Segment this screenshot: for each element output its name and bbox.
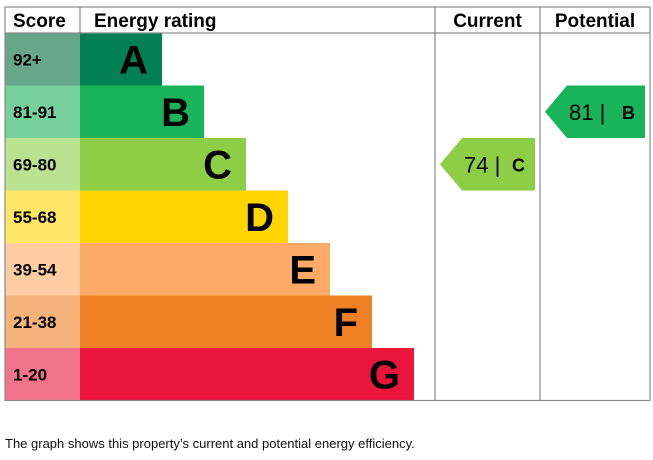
current-letter: C: [512, 155, 525, 175]
header-potential: Potential: [555, 11, 635, 32]
rating-letter-d: D: [245, 196, 274, 240]
table-border: [4, 6, 651, 402]
score-cell-g: [5, 348, 80, 401]
header-score: Score: [13, 11, 66, 32]
score-label-c: 69-80: [13, 155, 56, 174]
rating-arrows: 74 | C 81 | B: [440, 85, 645, 191]
rating-letter-b: B: [161, 91, 190, 135]
potential-value: 81 |: [569, 100, 605, 125]
bands-layer: 92+ A 81-91 B 69-80 C 55-68 D 39-54 E 21-38 F 1-20 G: [5, 33, 414, 401]
score-cell-a: [5, 33, 80, 86]
score-label-f: 21-38: [13, 313, 56, 332]
rating-letter-f: F: [334, 301, 358, 345]
rating-letter-g: G: [369, 353, 400, 397]
header-energy-rating: Energy rating: [94, 11, 216, 32]
rating-bar-b: [80, 85, 204, 138]
rating-bar-e: [80, 243, 330, 296]
energy-rating-chart: 92+ A81-91 B69-80 C55-68 D39-54 E21-38 F1-20 G …: [4, 6, 651, 402]
rating-bar-f: [80, 295, 372, 348]
score-cell-c: [5, 138, 80, 191]
rating-bar-d: [80, 190, 288, 243]
header-current: Current: [453, 11, 522, 32]
current-arrow: [440, 138, 535, 191]
potential-letter: B: [622, 103, 635, 123]
score-label-g: 1-20: [13, 365, 47, 384]
score-cell-d: [5, 190, 80, 243]
chart-caption: The graph shows this property’s current …: [5, 436, 415, 451]
rating-letter-a: A: [119, 38, 148, 82]
rating-bar-g: [80, 348, 414, 401]
rating-bar-c: [80, 138, 246, 191]
rating-bar-a: [80, 33, 162, 86]
rating-letter-c: C: [203, 143, 232, 187]
score-cell-f: [5, 295, 80, 348]
score-label-d: 55-68: [13, 208, 56, 227]
potential-arrow: [545, 85, 645, 138]
current-value: 74 |: [464, 152, 500, 177]
score-label-a: 92+: [13, 50, 42, 69]
rating-letter-e: E: [289, 248, 316, 292]
score-label-b: 81-91: [13, 103, 56, 122]
header-row: Score Energy rating Current Potential: [13, 11, 635, 32]
score-label-e: 39-54: [13, 260, 57, 279]
score-cell-b: [5, 85, 80, 138]
table-grid: [4, 6, 651, 402]
score-cell-e: [5, 243, 80, 296]
